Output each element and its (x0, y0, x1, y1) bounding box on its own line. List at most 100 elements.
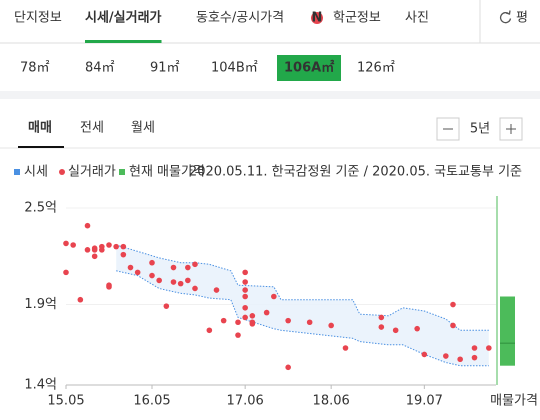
legend-label: 현재 매물가격 (129, 165, 205, 180)
deal-point (77, 296, 84, 303)
period: 5년 (470, 122, 490, 137)
deal-point (206, 327, 213, 334)
tab[interactable]: 단지정보 (14, 11, 62, 26)
area-active-bg (277, 55, 341, 81)
deal-point (242, 279, 248, 285)
deal-point (414, 325, 420, 332)
deal-point (392, 327, 399, 334)
deal-tab[interactable]: 매매 (28, 121, 52, 136)
deal-point (443, 353, 449, 359)
deal-point (471, 345, 478, 351)
legend-swatch (59, 169, 65, 175)
deal-point (63, 240, 69, 247)
deal-point (328, 322, 334, 329)
area-button[interactable]: 78㎡ (20, 61, 50, 76)
deal-point (156, 277, 162, 284)
new-badge: N (312, 11, 323, 26)
deal-point (285, 364, 291, 371)
deal-point (99, 247, 105, 253)
deal-point (134, 269, 141, 276)
deal-point (84, 222, 91, 229)
tab[interactable]: 학군정보 (333, 11, 381, 26)
deal-point (106, 242, 112, 248)
deal-point (149, 272, 155, 279)
deal-point (127, 264, 134, 271)
deal-point (170, 279, 177, 285)
deal-point (378, 314, 385, 321)
deal-point (378, 324, 385, 330)
area-button[interactable]: 126㎡ (357, 61, 395, 76)
source-note: 2020.05.11. 한국감정원 기준 / 2020.05. 국토교통부 기준 (189, 165, 522, 180)
band-line (116, 270, 489, 367)
deal-point (242, 293, 248, 300)
deal-point (242, 287, 248, 293)
legend-label: 시세 (24, 165, 48, 180)
area-button[interactable]: 106A㎡ (284, 60, 334, 76)
plus-icon (506, 124, 516, 134)
y-tick-label: 2.5억 (24, 201, 57, 216)
tab-underline (85, 40, 162, 43)
deal-point (149, 259, 155, 266)
deal-point (185, 277, 191, 284)
unit-toggle[interactable]: 평 (516, 11, 528, 26)
area-button[interactable]: 91㎡ (150, 61, 180, 76)
deal-point (450, 301, 456, 308)
deal-point (242, 304, 248, 311)
tab[interactable]: 시세/실거래가 (85, 10, 162, 26)
legend-swatch (14, 169, 20, 175)
deal-point (285, 317, 291, 324)
deal-point (120, 243, 127, 250)
y-tick-label: 1.9억 (24, 297, 57, 312)
x-tick-label: 18.06 (313, 394, 350, 409)
deal-point (84, 247, 91, 253)
deal-point (106, 284, 112, 290)
deal-point (70, 242, 76, 248)
area-button[interactable]: 104B㎡ (211, 61, 258, 76)
x-tick-label: 19.07 (406, 394, 443, 409)
area-button[interactable]: 84㎡ (85, 61, 115, 76)
deal-point (213, 287, 220, 293)
deal-point (235, 332, 241, 338)
deal-point (113, 243, 119, 250)
deal-point (306, 319, 313, 326)
deal-point (163, 303, 170, 309)
deal-point (450, 322, 456, 329)
deal-point (486, 345, 492, 351)
x-tick-label: 15.05 (47, 394, 84, 409)
deal-point (91, 253, 98, 260)
deal-point (120, 251, 127, 258)
x-tick-label: 16.05 (133, 394, 170, 409)
deal-point (170, 264, 177, 271)
band-line (116, 244, 489, 331)
refresh-arrow (505, 10, 511, 15)
deal-point (220, 317, 227, 324)
deal-point (91, 245, 98, 252)
tab[interactable]: 사진 (405, 11, 429, 26)
deal-point (242, 314, 248, 321)
listing-range (500, 296, 515, 366)
band-area (116, 245, 489, 366)
y-tick-label: 1.4억 (24, 378, 57, 393)
deal-point (263, 309, 270, 316)
deal-underline (18, 146, 64, 148)
divider (0, 91, 540, 99)
deal-tab[interactable]: 월세 (131, 121, 155, 136)
deal-point (242, 269, 248, 276)
legend-swatch (119, 169, 125, 175)
deal-point (471, 354, 478, 361)
deal-point (185, 264, 191, 271)
deal-point (192, 261, 198, 268)
listing-label: 매물가격 (490, 394, 538, 409)
deal-point (192, 285, 198, 292)
deal-point (249, 313, 256, 319)
deal-tab[interactable]: 전세 (80, 121, 104, 136)
tab[interactable]: 동호수/공시가격 (196, 11, 284, 26)
legend-label: 실거래가 (68, 165, 116, 180)
deal-point (342, 345, 349, 351)
deal-point (249, 319, 256, 326)
refresh-icon[interactable] (499, 10, 512, 24)
new-badge-bg (311, 12, 323, 24)
deal-point (421, 351, 428, 358)
deal-point (235, 319, 241, 326)
